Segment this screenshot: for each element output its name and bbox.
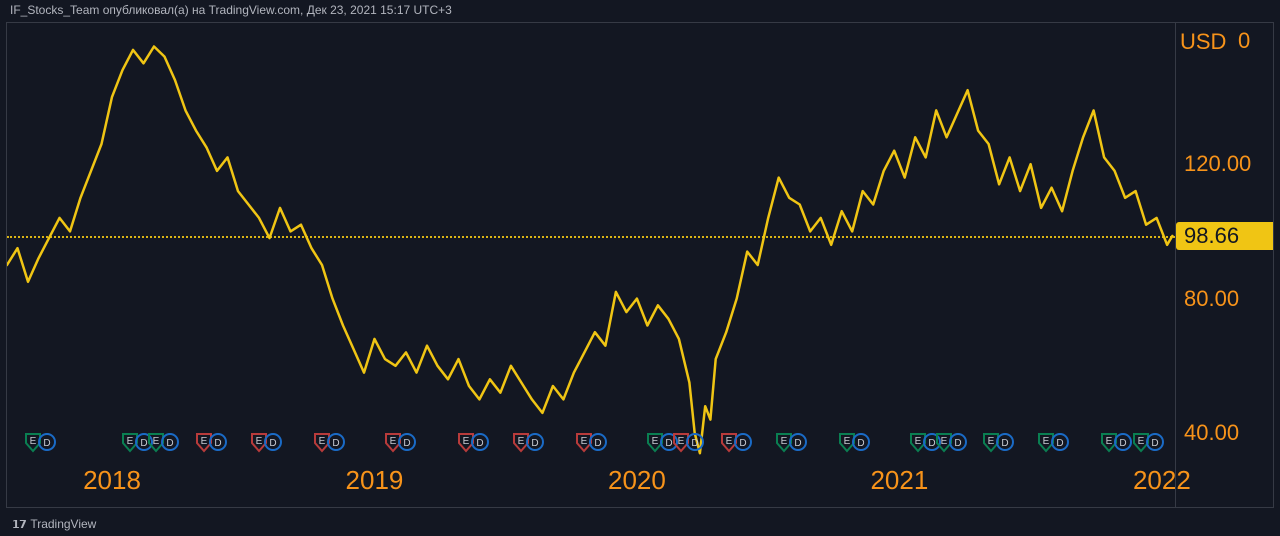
svg-text:D: D xyxy=(214,438,221,449)
last-price-tag: 98.66 xyxy=(1176,222,1273,250)
svg-text:D: D xyxy=(141,438,148,449)
svg-text:D: D xyxy=(332,438,339,449)
svg-text:E: E xyxy=(678,436,685,447)
footer: 𝟭𝟳 TradingView xyxy=(6,512,1274,536)
publish-info: IF_Stocks_Team опубликовал(а) на Trading… xyxy=(0,0,1280,22)
earnings-dividends-marker[interactable]: ED xyxy=(1133,433,1165,453)
svg-text:D: D xyxy=(857,438,864,449)
svg-text:D: D xyxy=(43,438,50,449)
svg-text:D: D xyxy=(739,438,746,449)
earnings-dividends-marker[interactable]: ED xyxy=(385,433,417,453)
earnings-dividends-marker[interactable]: ED xyxy=(1101,433,1133,453)
earnings-dividends-marker[interactable]: ED xyxy=(721,433,753,453)
svg-text:D: D xyxy=(403,438,410,449)
earnings-dividends-marker[interactable]: ED xyxy=(196,433,228,453)
earnings-dividends-marker[interactable]: ED xyxy=(983,433,1015,453)
x-axis-year-label: 2020 xyxy=(608,465,666,496)
earnings-dividends-marker[interactable]: ED xyxy=(458,433,490,453)
earnings-dividends-marker[interactable]: ED xyxy=(576,433,608,453)
earnings-dividends-marker[interactable]: ED xyxy=(148,433,180,453)
svg-text:E: E xyxy=(941,436,948,447)
svg-text:D: D xyxy=(269,438,276,449)
svg-text:D: D xyxy=(794,438,801,449)
svg-text:E: E xyxy=(518,436,525,447)
svg-text:D: D xyxy=(1002,438,1009,449)
earnings-dividends-marker[interactable]: ED xyxy=(1038,433,1070,453)
x-axis-year-label: 2019 xyxy=(346,465,404,496)
tradingview-logo-icon: 𝟭𝟳 xyxy=(12,518,26,531)
svg-text:D: D xyxy=(595,438,602,449)
svg-text:E: E xyxy=(581,436,588,447)
svg-text:D: D xyxy=(1151,438,1158,449)
svg-text:E: E xyxy=(30,436,37,447)
brand-label: TradingView xyxy=(30,517,96,531)
earnings-dividends-marker[interactable]: ED xyxy=(776,433,808,453)
svg-text:D: D xyxy=(954,438,961,449)
y-axis-tick-label: 80.00 xyxy=(1184,286,1239,312)
svg-text:E: E xyxy=(200,436,207,447)
y-axis-tick-label: 120.00 xyxy=(1184,151,1251,177)
earnings-dividends-marker[interactable]: ED xyxy=(936,433,968,453)
svg-text:E: E xyxy=(652,436,659,447)
x-axis-year-label: 2021 xyxy=(870,465,928,496)
svg-text:E: E xyxy=(256,436,263,447)
svg-text:E: E xyxy=(127,436,134,447)
svg-text:E: E xyxy=(1106,436,1113,447)
earnings-dividends-marker[interactable]: ED xyxy=(839,433,871,453)
publish-info-text: IF_Stocks_Team опубликовал(а) на Trading… xyxy=(10,3,452,17)
svg-text:D: D xyxy=(167,438,174,449)
svg-text:E: E xyxy=(463,436,470,447)
svg-text:E: E xyxy=(914,436,921,447)
svg-text:D: D xyxy=(692,438,699,449)
svg-text:E: E xyxy=(153,436,160,447)
y-axis-tick-label: 40.00 xyxy=(1184,420,1239,446)
earnings-dividends-marker[interactable]: ED xyxy=(25,433,57,453)
svg-text:E: E xyxy=(389,436,396,447)
svg-text:D: D xyxy=(1120,438,1127,449)
svg-text:E: E xyxy=(780,436,787,447)
earnings-dividends-marker[interactable]: ED xyxy=(314,433,346,453)
earnings-dividends-marker[interactable]: ED xyxy=(251,433,283,453)
x-axis-year-label: 2018 xyxy=(83,465,141,496)
earnings-dividends-marker[interactable]: ED xyxy=(673,433,705,453)
svg-text:E: E xyxy=(843,436,850,447)
svg-text:E: E xyxy=(725,436,732,447)
svg-text:D: D xyxy=(928,438,935,449)
svg-text:E: E xyxy=(1043,436,1050,447)
svg-text:E: E xyxy=(1137,436,1144,447)
earnings-dividends-marker[interactable]: ED xyxy=(513,433,545,453)
y-axis-top-glyph: 0 xyxy=(1238,28,1250,54)
svg-text:E: E xyxy=(318,436,325,447)
y-axis[interactable]: USD 40.00 80.00 120.00 0 98.66 xyxy=(1175,23,1273,507)
svg-text:E: E xyxy=(988,436,995,447)
chart-frame: 20182019202020212022EDEDEDEDEDEDEDEDEDED… xyxy=(6,22,1274,508)
svg-text:D: D xyxy=(666,438,673,449)
svg-text:D: D xyxy=(477,438,484,449)
chart-plot-area[interactable]: 20182019202020212022EDEDEDEDEDEDEDEDEDED… xyxy=(7,23,1175,507)
currency-label: USD xyxy=(1180,29,1226,55)
svg-text:D: D xyxy=(1057,438,1064,449)
svg-text:D: D xyxy=(532,438,539,449)
